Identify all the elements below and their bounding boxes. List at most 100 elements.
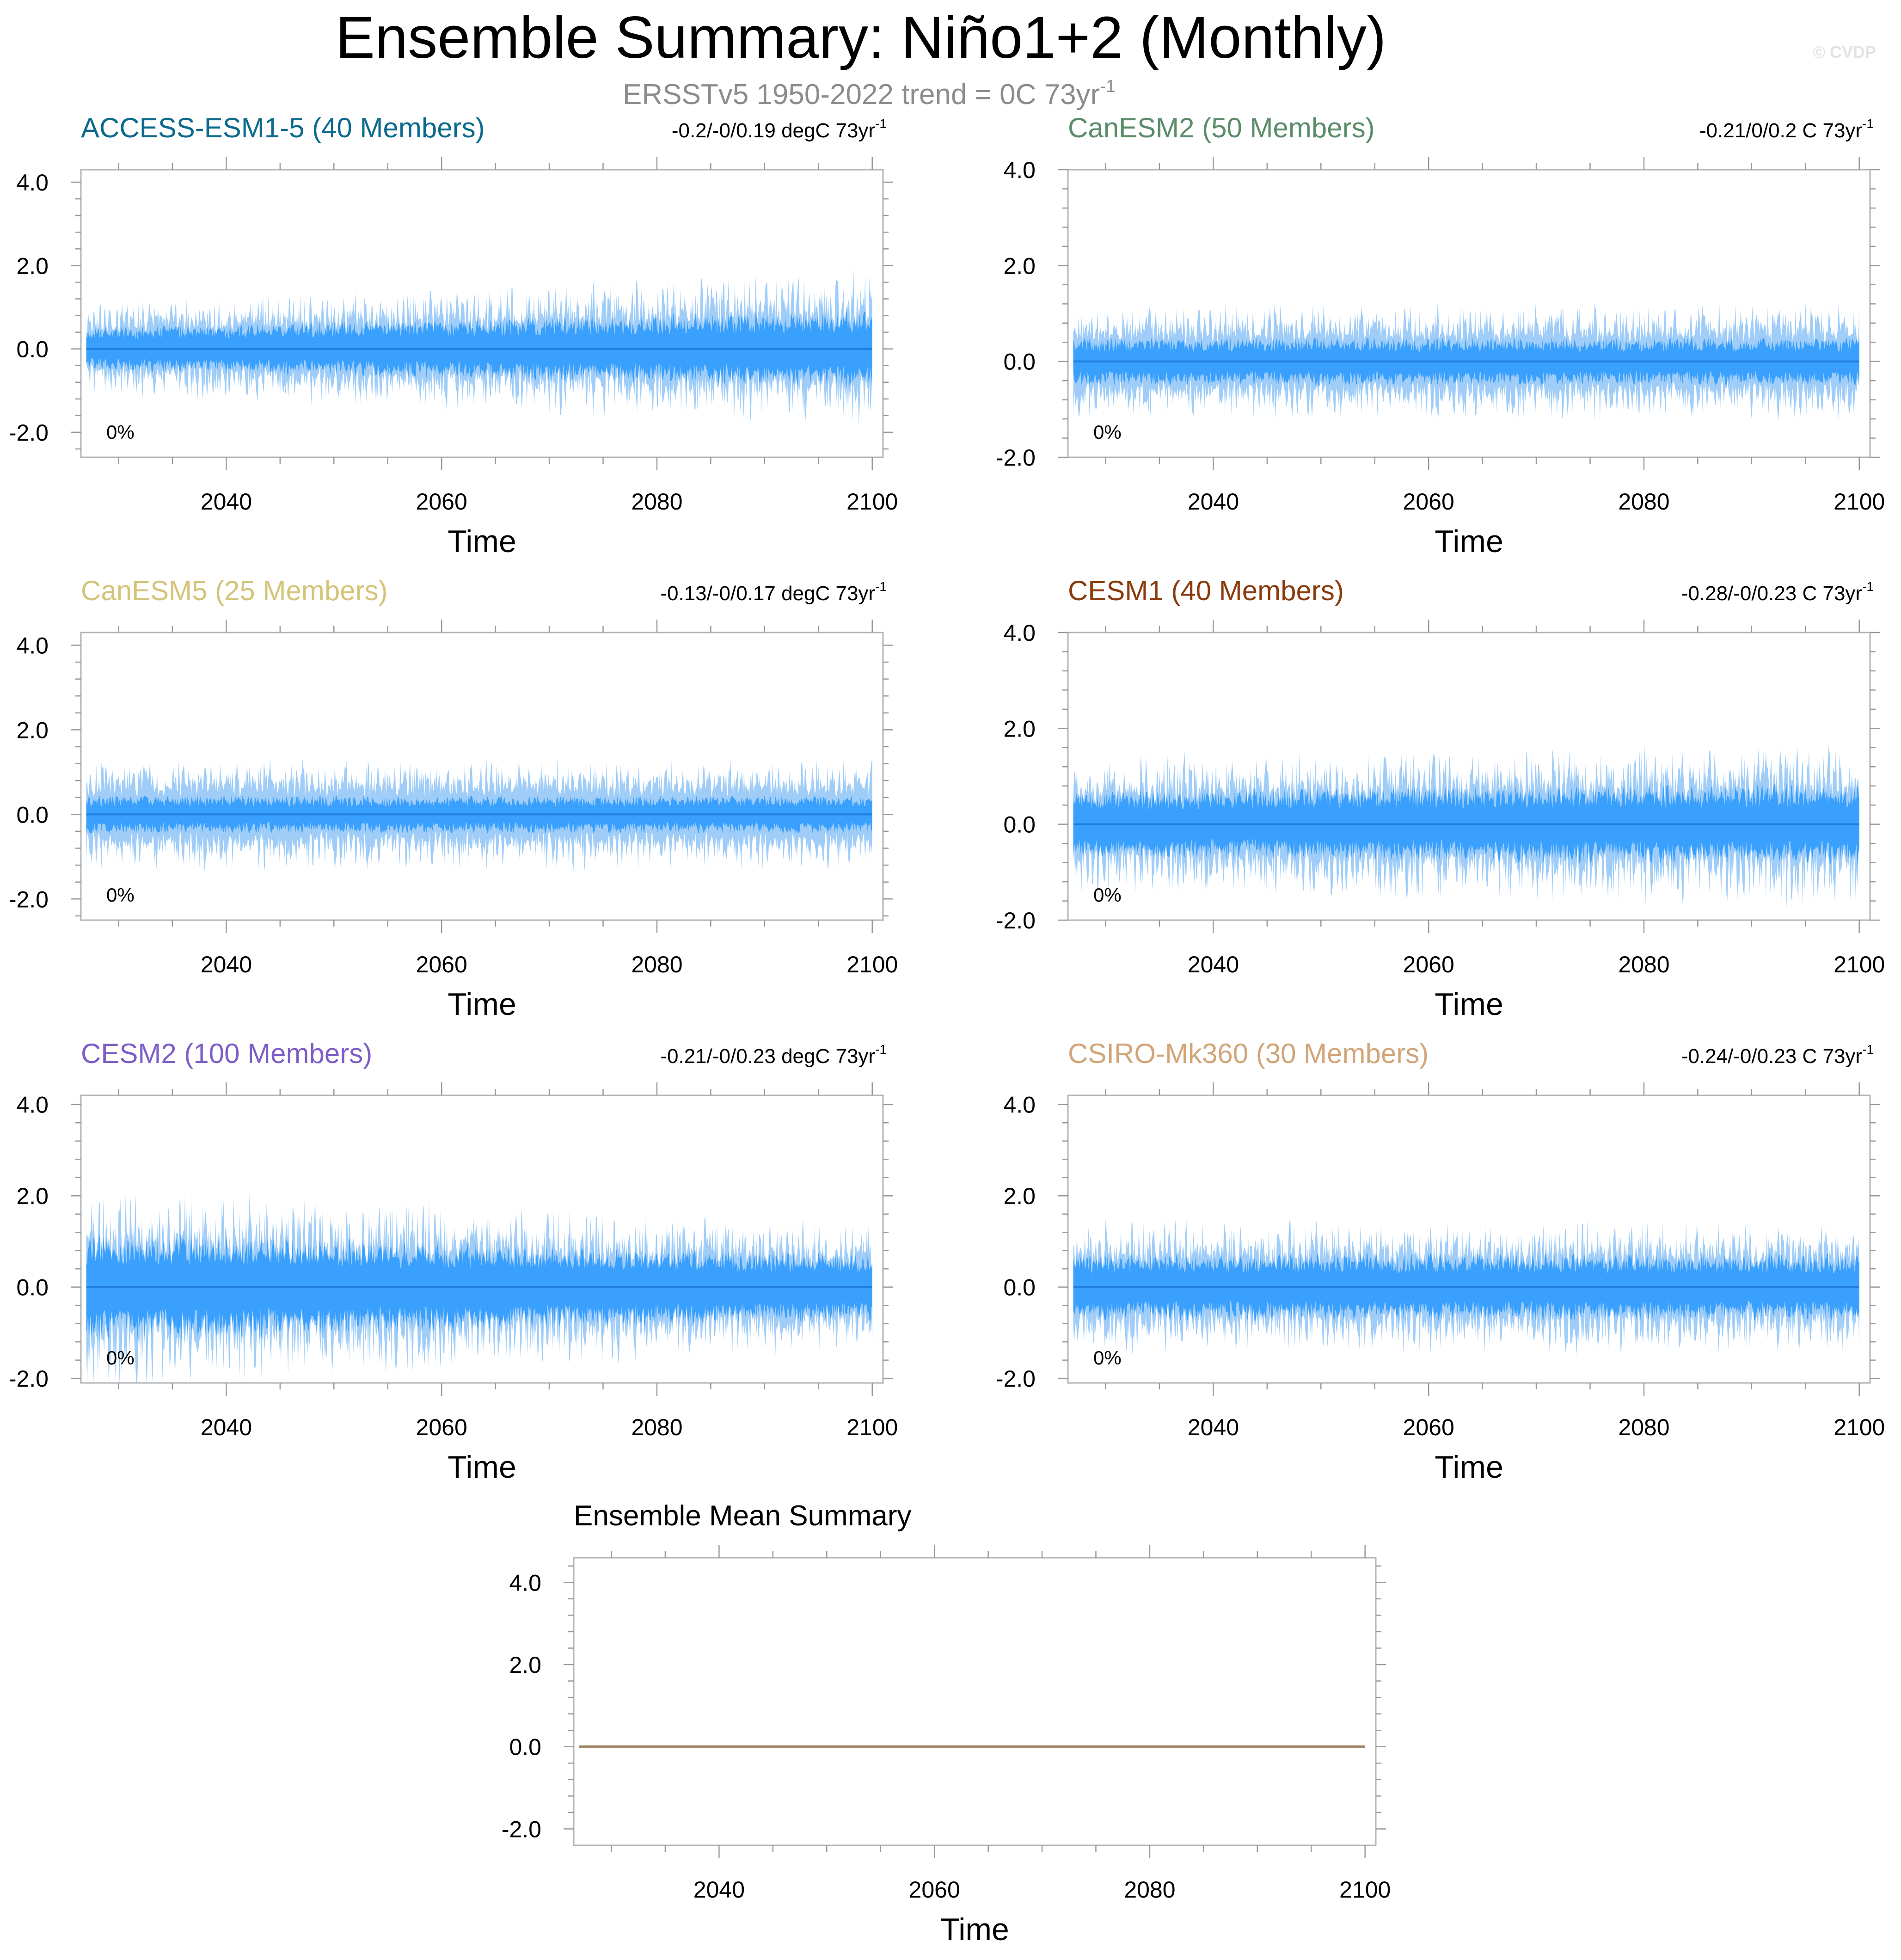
y-tick-label: 0.0 — [16, 802, 49, 828]
panel-title: CESM2 (100 Members) — [81, 1038, 372, 1069]
percent-label: 0% — [1093, 1347, 1122, 1369]
y-tick-label: -2.0 — [996, 908, 1036, 934]
chart-panel-3: -2.0 0.0 2.0 4.0 2040 2060 2080 2100 Time CanESM5… — [9, 575, 898, 1022]
plot-frame — [573, 1557, 1377, 1846]
trend-range-text: -0.21/-0/0.23 degC 73yr — [660, 1045, 875, 1068]
y-tick-label: 0.0 — [1003, 812, 1036, 838]
x-tick-label: 2040 — [201, 1414, 252, 1440]
x-tick-label: 2060 — [1403, 1414, 1454, 1440]
x-tick-label: 2040 — [1188, 952, 1239, 977]
plot-frame — [1067, 169, 1871, 458]
watermark: © CVDP — [1813, 43, 1876, 61]
y-tick-label: -2.0 — [9, 1366, 49, 1392]
panel-title: CanESM2 (50 Members) — [1068, 112, 1375, 143]
x-tick-label: 2060 — [909, 1877, 960, 1903]
panel-title: CSIRO-Mk360 (30 Members) — [1068, 1038, 1429, 1069]
chart-panel-1: -2.0 0.0 2.0 4.0 2040 2060 2080 2100 Time ACCESS-… — [9, 112, 898, 559]
x-axis-label: Time — [940, 1912, 1009, 1947]
chart-panel-4: -2.0 0.0 2.0 4.0 2040 2060 2080 2100 Time CESM1 (… — [996, 575, 1885, 1022]
trend-range-text: -0.13/-0/0.17 degC 73yr — [660, 582, 875, 605]
figure-title: Ensemble Summary: Niño1+2 (Monthly) — [336, 5, 1386, 71]
percent-label: 0% — [106, 421, 135, 443]
x-tick-label: 2100 — [1834, 1414, 1885, 1440]
y-tick-label: -2.0 — [996, 445, 1036, 471]
plot-frame — [1067, 1094, 1871, 1384]
x-tick-label: 2060 — [416, 489, 467, 515]
y-tick-label: 4.0 — [16, 633, 49, 658]
chart-panel-6: -2.0 0.0 2.0 4.0 2040 2060 2080 2100 Time CSIRO-M… — [996, 1038, 1885, 1485]
x-tick-label: 2040 — [1188, 489, 1239, 515]
chart-panel-2: -2.0 0.0 2.0 4.0 2040 2060 2080 2100 Time CanESM2… — [996, 112, 1885, 559]
x-tick-label: 2100 — [1834, 952, 1885, 977]
x-axis-label: Time — [448, 524, 516, 559]
inner-spread-band — [86, 1233, 872, 1343]
percent-label: 0% — [106, 1347, 135, 1369]
x-tick-label: 2040 — [201, 489, 252, 515]
trend-range-label: -0.21/0/0.2 C 73yr-1 — [1699, 117, 1874, 142]
x-tick-label: 2060 — [1403, 952, 1454, 977]
y-tick-label: 2.0 — [16, 717, 49, 743]
y-tick-label: 2.0 — [1003, 1183, 1036, 1209]
trend-range-label: -0.28/-0/0.23 C 73yr-1 — [1681, 579, 1874, 605]
plot-area — [1073, 744, 1859, 909]
percent-label: 0% — [106, 884, 135, 906]
trend-range-superscript: -1 — [1862, 117, 1874, 131]
x-tick-label: 2060 — [1403, 489, 1454, 515]
y-tick-label: 4.0 — [1003, 157, 1036, 183]
x-tick-label: 2100 — [846, 1414, 898, 1440]
x-axis-label: Time — [1435, 1450, 1503, 1485]
y-tick-label: 4.0 — [509, 1570, 541, 1596]
x-tick-label: 2080 — [631, 952, 682, 977]
trend-range-superscript: -1 — [875, 117, 887, 131]
panel-title: ACCESS-ESM1-5 (40 Members) — [81, 112, 485, 143]
x-tick-label: 2080 — [631, 489, 682, 515]
plot-area — [1073, 1219, 1859, 1355]
trend-range-superscript: -1 — [1862, 579, 1874, 594]
y-tick-label: 4.0 — [1003, 620, 1036, 646]
x-tick-label: 2080 — [1124, 1877, 1175, 1903]
y-tick-label: 0.0 — [1003, 1275, 1036, 1301]
x-tick-label: 2060 — [416, 952, 467, 977]
x-axis-label: Time — [448, 1450, 516, 1485]
x-tick-label: 2040 — [1188, 1414, 1239, 1440]
x-tick-label: 2040 — [693, 1877, 745, 1903]
x-tick-label: 2100 — [1834, 489, 1885, 515]
chart-panel-7: -2.0 0.0 2.0 4.0 2040 2060 2080 2100 Time Ensembl… — [502, 1500, 1391, 1947]
x-axis-label: Time — [1435, 987, 1503, 1022]
y-tick-label: 0.0 — [1003, 349, 1036, 375]
y-tick-label: 2.0 — [1003, 716, 1036, 742]
figure-subtitle: ERSSTv5 1950-2022 trend = 0C 73yr-1 — [623, 77, 1116, 111]
y-tick-label: 4.0 — [16, 170, 49, 196]
x-tick-label: 2080 — [1618, 1414, 1669, 1440]
plot-frame — [80, 1094, 884, 1384]
plot-frame — [80, 169, 884, 458]
trend-range-label: -0.24/-0/0.23 C 73yr-1 — [1681, 1042, 1874, 1068]
trend-range-superscript: -1 — [875, 579, 887, 594]
trend-range-label: -0.21/-0/0.23 degC 73yr-1 — [660, 1042, 887, 1068]
plot-area — [86, 757, 872, 872]
plot-area — [1073, 301, 1859, 421]
panel-title: CanESM5 (25 Members) — [81, 575, 388, 606]
trend-range-text: -0.28/-0/0.23 C 73yr — [1681, 582, 1862, 605]
panel-title: CESM1 (40 Members) — [1068, 575, 1344, 606]
y-tick-label: 2.0 — [16, 253, 49, 279]
x-tick-label: 2080 — [1618, 489, 1669, 515]
trend-range-text: -0.24/-0/0.23 C 73yr — [1681, 1045, 1862, 1068]
y-tick-label: 4.0 — [16, 1092, 49, 1118]
y-tick-label: 2.0 — [1003, 253, 1036, 279]
y-tick-label: -2.0 — [996, 1366, 1036, 1392]
trend-range-superscript: -1 — [1862, 1042, 1874, 1057]
x-tick-label: 2100 — [1339, 1877, 1391, 1903]
x-tick-label: 2040 — [201, 952, 252, 977]
plot-area — [86, 1192, 872, 1383]
y-tick-label: 0.0 — [509, 1734, 541, 1760]
x-tick-label: 2080 — [631, 1414, 682, 1440]
trend-range-text: -0.21/0/0.2 C 73yr — [1699, 119, 1862, 142]
figure-subtitle-superscript: -1 — [1100, 77, 1116, 96]
plot-frame — [80, 632, 884, 921]
chart-panel-5: -2.0 0.0 2.0 4.0 2040 2060 2080 2100 Time CESM2 (… — [9, 1038, 898, 1485]
x-tick-label: 2060 — [416, 1414, 467, 1440]
x-axis-label: Time — [448, 987, 516, 1022]
x-tick-label: 2100 — [846, 489, 898, 515]
